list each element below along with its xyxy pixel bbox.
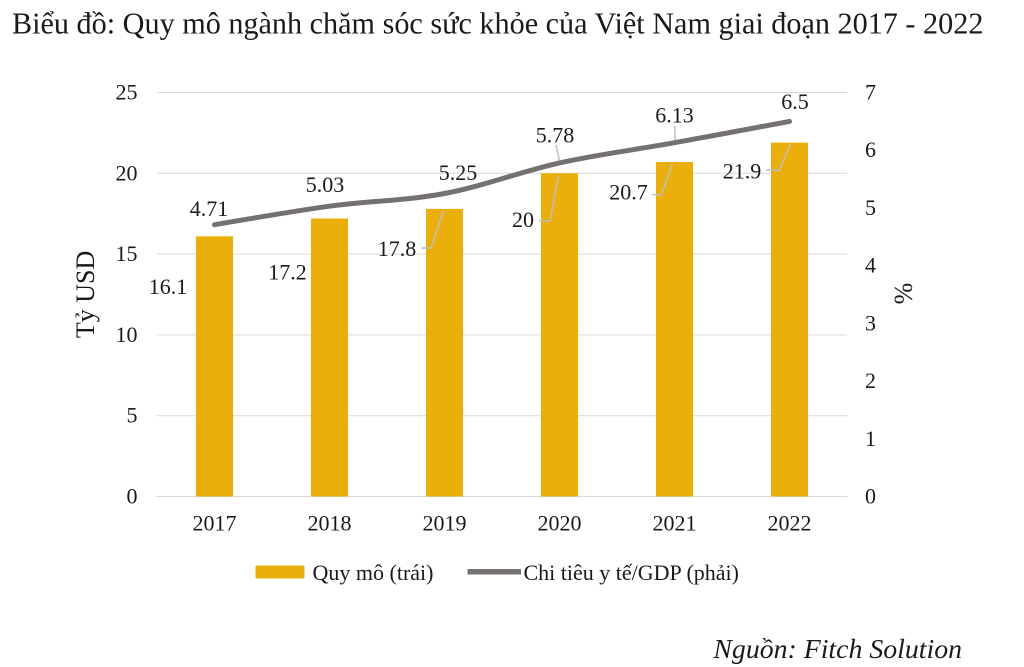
svg-text:Nguồn: Fitch Solution: Nguồn: Fitch Solution xyxy=(712,634,962,665)
svg-text:15: 15 xyxy=(116,241,138,266)
svg-text:6.5: 6.5 xyxy=(781,89,809,114)
svg-text:20.7: 20.7 xyxy=(609,180,648,205)
svg-text:17.8: 17.8 xyxy=(378,236,417,261)
svg-text:0: 0 xyxy=(127,484,138,509)
svg-text:0: 0 xyxy=(865,484,876,509)
svg-text:6.13: 6.13 xyxy=(655,103,694,128)
svg-text:4: 4 xyxy=(865,253,876,278)
svg-text:25: 25 xyxy=(116,80,138,105)
svg-text:17.2: 17.2 xyxy=(268,260,307,285)
svg-text:10: 10 xyxy=(116,322,138,347)
svg-text:Chi tiêu y tế/GDP (phải): Chi tiêu y tế/GDP (phải) xyxy=(524,560,740,585)
svg-text:2019: 2019 xyxy=(423,511,467,536)
svg-text:1: 1 xyxy=(865,426,876,451)
svg-text:2: 2 xyxy=(865,368,876,393)
svg-text:5: 5 xyxy=(865,195,876,220)
svg-text:Tỷ USD: Tỷ USD xyxy=(71,251,100,338)
svg-text:Quy mô (trái): Quy mô (trái) xyxy=(313,560,434,585)
svg-text:7: 7 xyxy=(865,80,876,105)
svg-text:5.78: 5.78 xyxy=(536,123,575,148)
svg-text:3: 3 xyxy=(865,310,876,335)
svg-text:20: 20 xyxy=(116,160,138,185)
svg-text:5.25: 5.25 xyxy=(439,160,478,185)
svg-text:4.71: 4.71 xyxy=(190,196,229,221)
svg-text:2018: 2018 xyxy=(308,511,352,536)
svg-text:6: 6 xyxy=(865,137,876,162)
svg-text:2017: 2017 xyxy=(193,511,237,536)
svg-text:5: 5 xyxy=(127,403,138,428)
svg-text:2022: 2022 xyxy=(768,511,812,536)
svg-text:20: 20 xyxy=(512,207,534,232)
svg-text:2021: 2021 xyxy=(653,511,697,536)
svg-text:%: % xyxy=(889,283,918,305)
svg-text:Biểu đồ: Quy mô ngành chăm sóc: Biểu đồ: Quy mô ngành chăm sóc sức khỏe … xyxy=(12,7,983,41)
svg-text:2020: 2020 xyxy=(538,511,582,536)
svg-text:5.03: 5.03 xyxy=(306,172,345,197)
svg-text:21.9: 21.9 xyxy=(723,159,762,184)
svg-text:16.1: 16.1 xyxy=(149,274,188,299)
